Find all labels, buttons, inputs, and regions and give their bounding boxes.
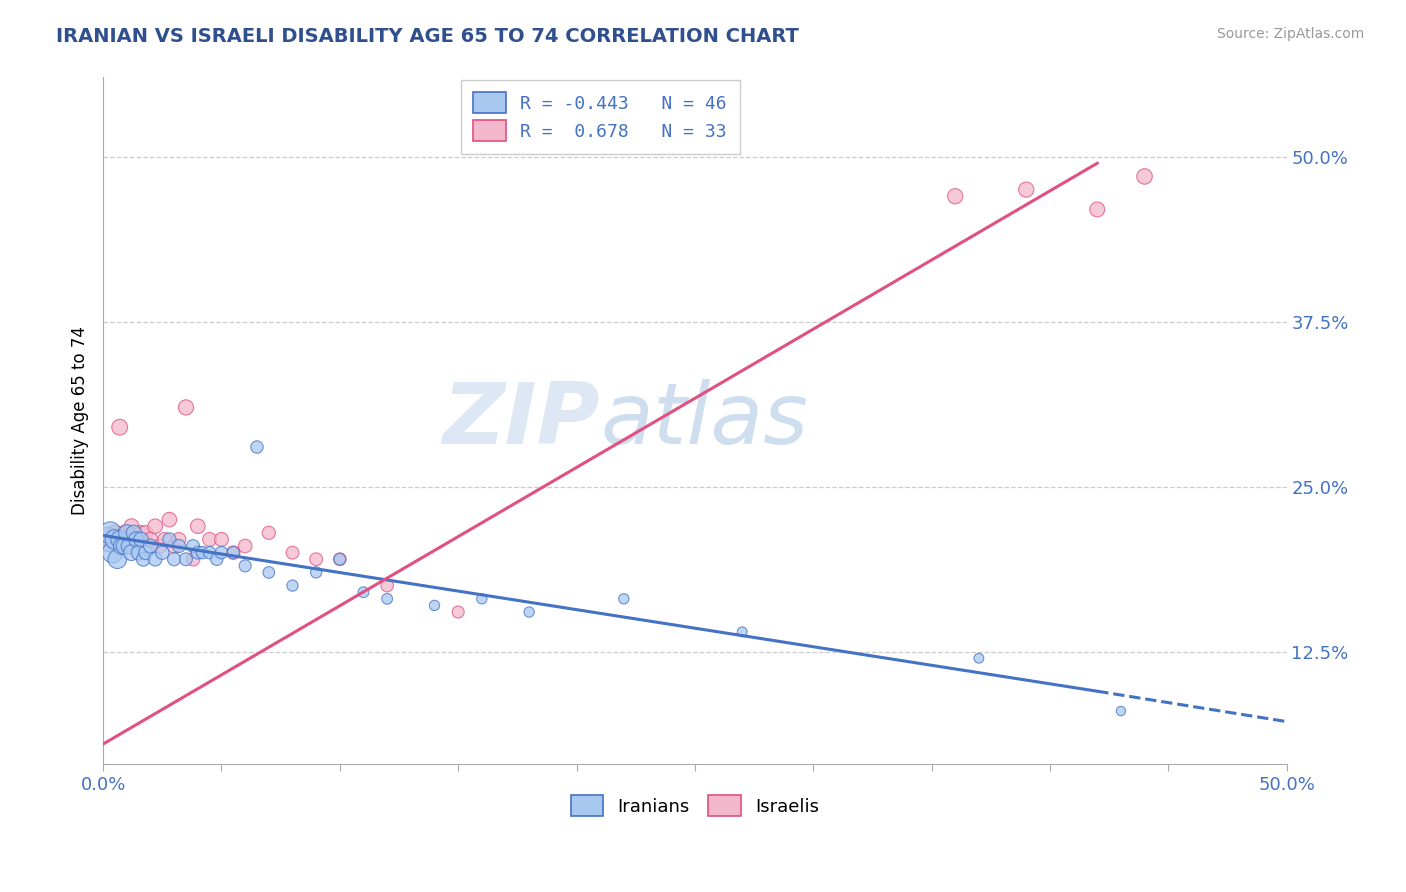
Point: [108, 420, 131, 434]
Point: [187, 519, 209, 533]
Point: [246, 440, 269, 454]
Point: [471, 591, 494, 606]
Point: [149, 539, 172, 553]
Point: [132, 552, 155, 566]
Point: [423, 599, 446, 613]
Legend: Iranians, Israelis: Iranians, Israelis: [564, 789, 827, 823]
Point: [329, 552, 352, 566]
Point: [157, 513, 180, 527]
Point: [211, 533, 233, 547]
Point: [305, 566, 328, 580]
Point: [222, 546, 245, 560]
Point: [613, 591, 636, 606]
Point: [211, 546, 233, 560]
Point: [257, 525, 280, 540]
Point: [257, 566, 280, 580]
Point: [1133, 169, 1156, 184]
Point: [118, 539, 141, 553]
Point: [375, 591, 398, 606]
Y-axis label: Disability Age 65 to 74: Disability Age 65 to 74: [72, 326, 89, 515]
Point: [114, 525, 136, 540]
Point: [104, 533, 127, 547]
Point: [329, 552, 352, 566]
Point: [97, 533, 120, 547]
Text: Source: ZipAtlas.com: Source: ZipAtlas.com: [1216, 27, 1364, 41]
Point: [233, 558, 256, 573]
Point: [153, 533, 176, 547]
Point: [181, 552, 204, 566]
Point: [198, 533, 221, 547]
Point: [129, 525, 152, 540]
Point: [375, 579, 398, 593]
Point: [281, 579, 304, 593]
Text: ZIP: ZIP: [443, 379, 600, 462]
Point: [198, 546, 221, 560]
Point: [353, 585, 375, 599]
Point: [967, 651, 990, 665]
Point: [222, 546, 245, 560]
Point: [98, 533, 121, 547]
Point: [943, 189, 966, 203]
Point: [125, 533, 148, 547]
Point: [125, 533, 148, 547]
Point: [150, 546, 173, 560]
Point: [191, 546, 214, 560]
Point: [163, 539, 186, 553]
Point: [281, 546, 304, 560]
Point: [139, 539, 162, 553]
Point: [101, 546, 124, 560]
Point: [447, 605, 470, 619]
Point: [114, 539, 136, 553]
Point: [121, 519, 143, 533]
Point: [167, 533, 190, 547]
Point: [163, 552, 186, 566]
Point: [143, 519, 166, 533]
Point: [121, 546, 143, 560]
Point: [1085, 202, 1108, 217]
Point: [111, 539, 134, 553]
Point: [122, 525, 145, 540]
Point: [517, 605, 540, 619]
Point: [181, 539, 204, 553]
Point: [305, 552, 328, 566]
Point: [143, 552, 166, 566]
Point: [174, 401, 197, 415]
Point: [129, 533, 152, 547]
Point: [108, 533, 131, 547]
Point: [205, 552, 228, 566]
Point: [135, 546, 157, 560]
Point: [167, 539, 190, 553]
Point: [115, 525, 138, 540]
Point: [128, 546, 150, 560]
Point: [157, 533, 180, 547]
Text: IRANIAN VS ISRAELI DISABILITY AGE 65 TO 74 CORRELATION CHART: IRANIAN VS ISRAELI DISABILITY AGE 65 TO …: [56, 27, 799, 45]
Point: [233, 539, 256, 553]
Point: [731, 624, 754, 639]
Text: atlas: atlas: [600, 379, 808, 462]
Point: [1109, 704, 1132, 718]
Point: [135, 525, 157, 540]
Point: [174, 552, 197, 566]
Point: [139, 533, 162, 547]
Point: [98, 525, 121, 540]
Point: [187, 546, 209, 560]
Point: [105, 552, 128, 566]
Point: [115, 525, 138, 540]
Point: [104, 525, 127, 540]
Point: [1015, 183, 1038, 197]
